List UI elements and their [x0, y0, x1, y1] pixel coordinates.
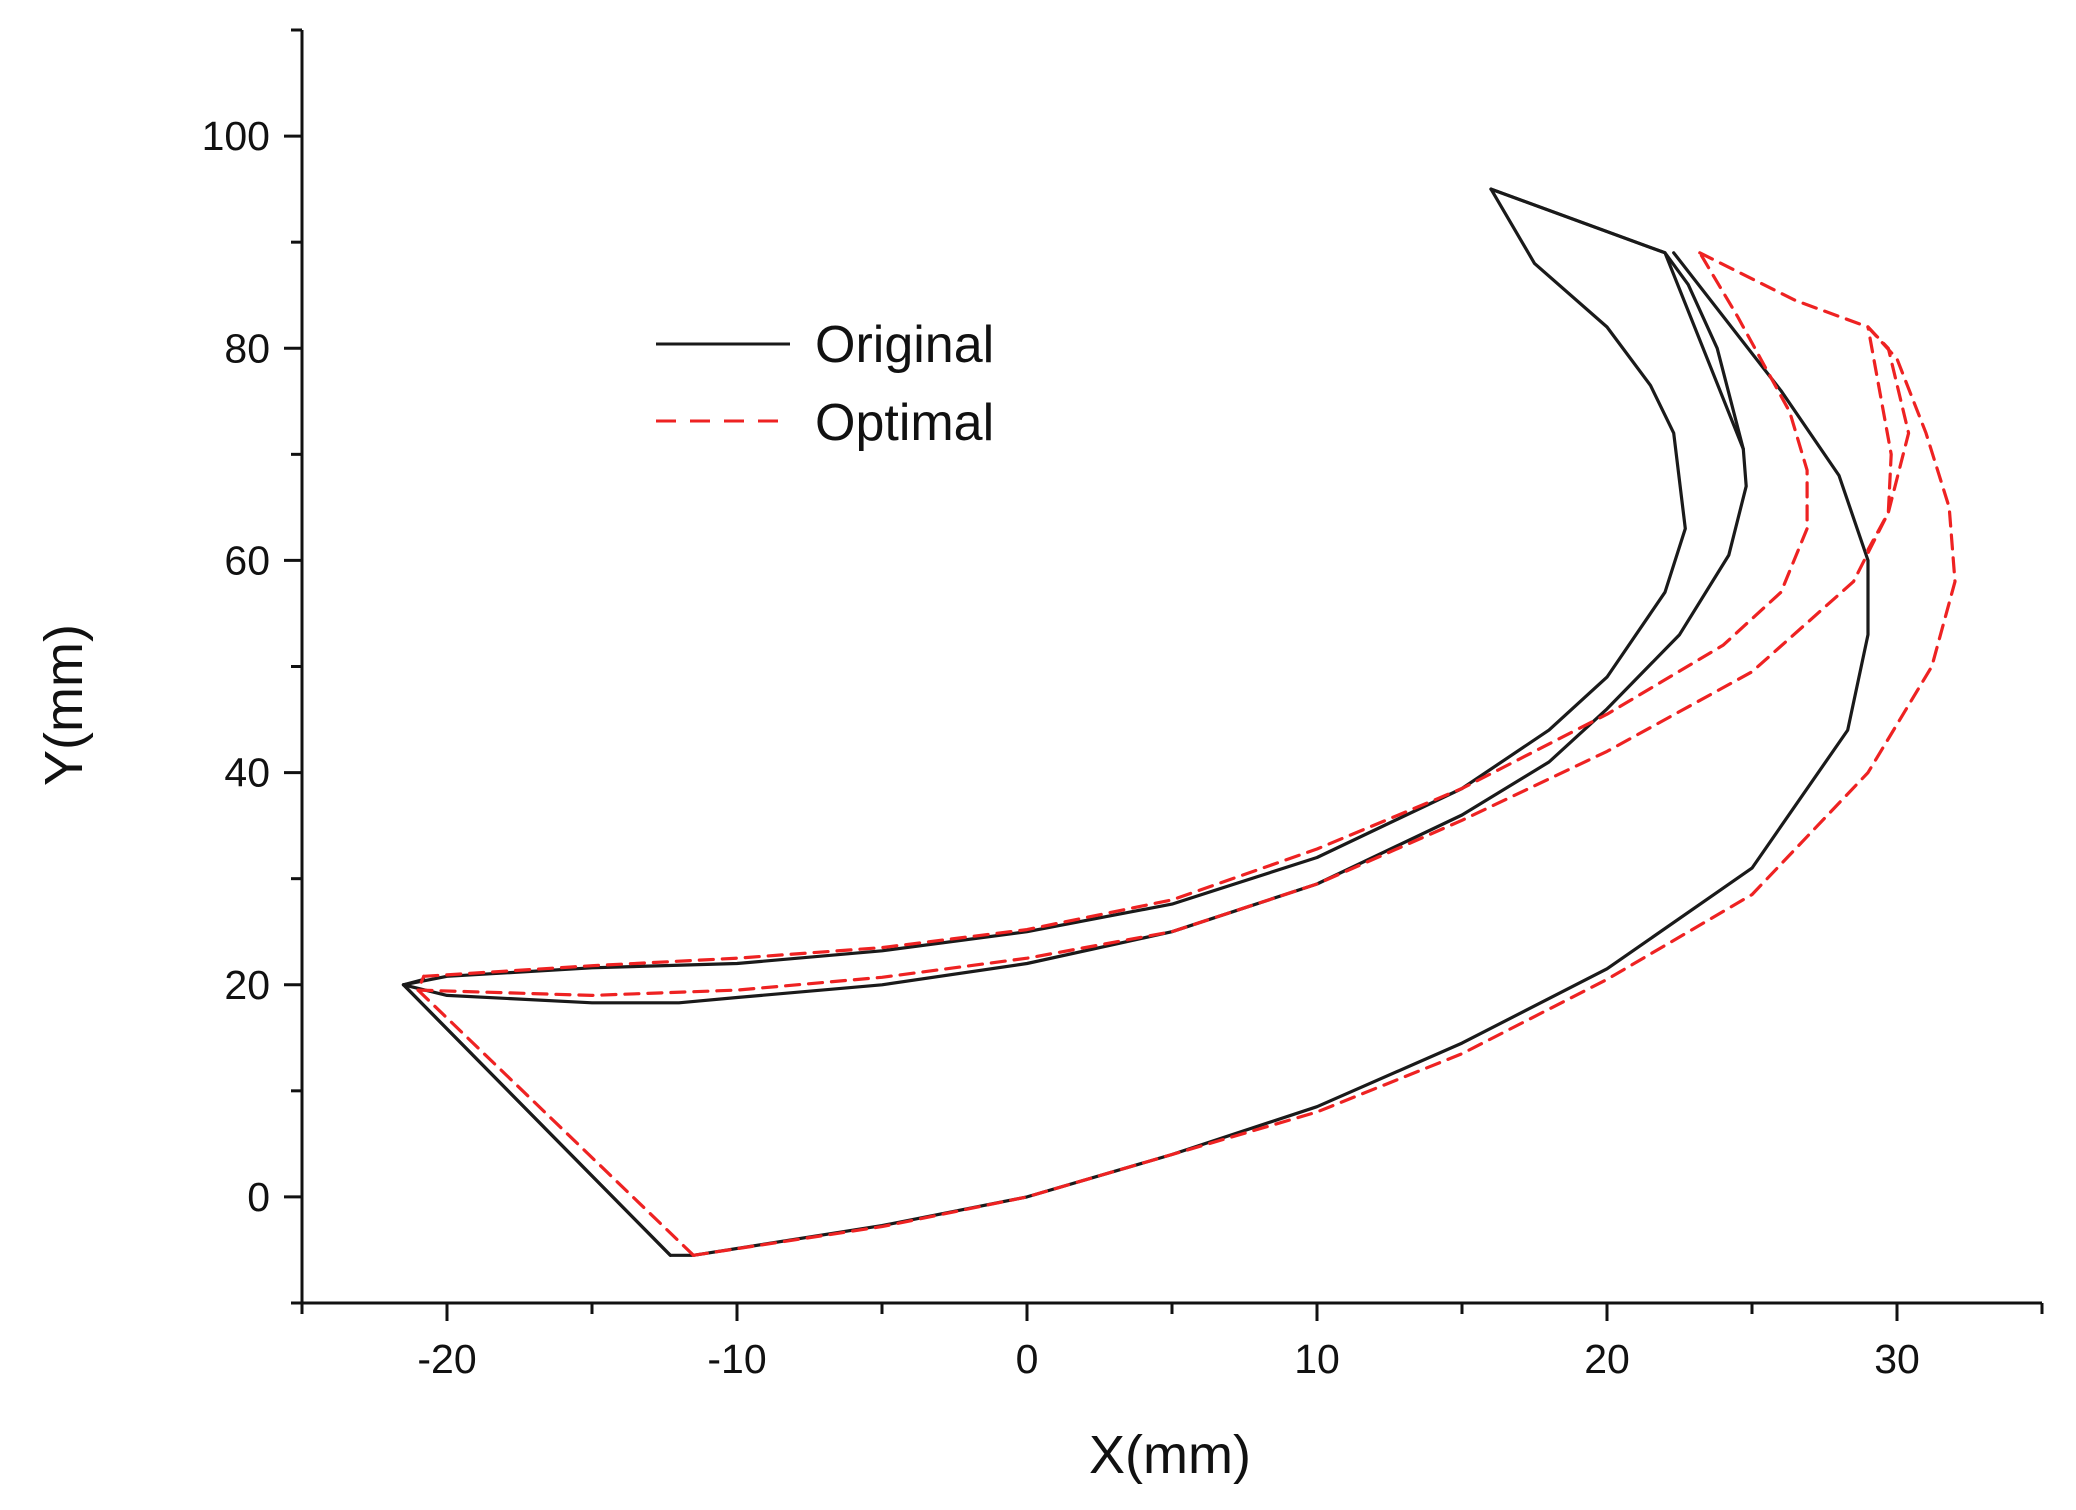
ticks: [284, 28, 2044, 1321]
x-axis-title: X(mm): [1089, 1425, 1251, 1485]
y-axis-title: Y(mm): [34, 624, 94, 786]
x-tick-label: 20: [1584, 1336, 1630, 1382]
legend: Original Optimal: [656, 316, 994, 452]
series-original-curve: [1489, 187, 1745, 451]
series-original-curve: [401, 983, 672, 1257]
series-optimal-curve: [691, 325, 1957, 1257]
legend-label-original: Original: [815, 316, 994, 374]
x-tick-label: -10: [707, 1336, 766, 1382]
x-tick-label: 30: [1874, 1336, 1920, 1382]
x-tick-label: 10: [1294, 1336, 1340, 1382]
y-tick-label: 80: [224, 325, 270, 371]
series-original: [401, 187, 1870, 1257]
tick-labels: -20 -10 0 10 20 30 0 20 40 60 80 100: [202, 113, 1920, 1382]
series-optimal-curve: [416, 974, 696, 1257]
x-tick-label: -20: [417, 1336, 476, 1382]
series-original-curve: [401, 251, 1870, 1257]
series-optimal-curve: [422, 251, 1809, 978]
axes: [300, 30, 2042, 1305]
plot-curves: [401, 187, 1957, 1257]
series-optimal: [416, 251, 1957, 1257]
x-tick-label: 0: [1016, 1336, 1039, 1382]
y-tick-label: 0: [247, 1174, 270, 1220]
y-tick-label: 60: [224, 537, 270, 583]
y-tick-label: 40: [224, 750, 270, 796]
series-original-curve: [401, 187, 1748, 1005]
y-tick-label: 100: [202, 113, 270, 159]
series-optimal-curve: [416, 325, 1893, 998]
series-original-curve: [401, 187, 1687, 987]
y-tick-label: 20: [224, 962, 270, 1008]
legend-label-optimal: Optimal: [815, 394, 994, 452]
